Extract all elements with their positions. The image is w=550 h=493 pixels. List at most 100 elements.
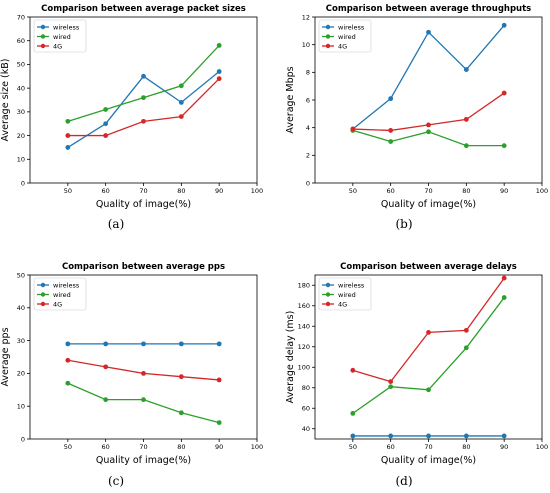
data-point-4G <box>463 327 469 333</box>
data-point-wired <box>216 43 222 48</box>
data-point-4G <box>65 133 71 138</box>
data-point-4G <box>141 371 146 376</box>
y-axis-label: Average size (kB) <box>0 59 11 142</box>
y-tick-label: 160 <box>298 302 310 310</box>
y-tick-label: 6 <box>306 96 310 104</box>
data-point-wireless <box>388 433 394 439</box>
data-point-wired <box>141 95 146 101</box>
data-point-4G <box>463 116 469 122</box>
x-tick-label: 70 <box>139 187 147 195</box>
x-tick-label: 100 <box>536 187 548 195</box>
y-tick-label: 60 <box>17 37 25 45</box>
x-tick-label: 70 <box>139 443 147 451</box>
data-point-wired <box>103 397 109 403</box>
legend-marker-wireless <box>325 282 331 288</box>
y-tick-label: 0 <box>21 435 25 443</box>
data-point-wireless <box>141 73 146 79</box>
legend-label-wireless: wireless <box>53 23 80 31</box>
subfigure-caption: (a) <box>108 217 125 231</box>
data-point-4G <box>103 364 109 370</box>
data-point-4G <box>216 377 222 383</box>
y-tick-label: 20 <box>17 370 25 378</box>
data-point-wired <box>426 387 431 393</box>
y-tick-label: 40 <box>17 84 25 92</box>
legend-box <box>33 277 87 311</box>
data-point-4G <box>426 122 431 128</box>
y-tick-label: 10 <box>17 403 25 411</box>
legend-label-4G: 4G <box>53 42 62 50</box>
y-tick-label: 10 <box>302 41 310 49</box>
x-tick-label: 50 <box>349 443 357 451</box>
data-point-4G <box>65 357 71 363</box>
y-tick-label: 100 <box>298 364 310 372</box>
y-tick-label: 80 <box>302 384 310 392</box>
chart-3: Comparison between average delays 50 60 70 8… <box>285 262 548 488</box>
series-line-wireless <box>352 24 505 130</box>
legend-label-wired: wired <box>53 291 71 299</box>
x-tick-label: 80 <box>177 187 185 195</box>
data-point-wireless <box>65 341 71 347</box>
chart-title: Comparison between average packet sizes <box>41 4 246 14</box>
x-tick-label: 80 <box>177 443 185 451</box>
series-line-wired <box>67 45 220 122</box>
data-point-wired <box>350 410 356 416</box>
chart-title: Comparison between average delays <box>340 262 517 272</box>
legend-label-4G: 4G <box>53 300 62 308</box>
data-point-4G <box>350 126 356 132</box>
legend-marker-wireless <box>325 24 331 30</box>
y-tick-label: 40 <box>17 304 25 312</box>
data-point-4G <box>501 90 507 96</box>
y-tick-label: 50 <box>17 61 25 69</box>
data-point-wired <box>65 118 71 124</box>
chart-2: Comparison between average pps 50 60 70 80 90… <box>0 262 263 488</box>
series-line-4G <box>67 78 220 137</box>
data-point-wireless <box>388 96 394 102</box>
data-point-4G <box>103 133 109 138</box>
y-axis-label: Average Mbps <box>285 66 296 133</box>
y-tick-label: 180 <box>298 282 310 290</box>
data-point-4G <box>178 374 184 380</box>
legend-marker-wireless <box>40 282 46 288</box>
data-point-wireless <box>65 145 71 150</box>
data-point-4G <box>501 275 507 281</box>
x-tick-label: 90 <box>215 443 223 451</box>
subfigure-caption: (b) <box>395 217 412 231</box>
x-tick-label: 100 <box>251 187 263 195</box>
data-point-wired <box>388 139 394 144</box>
subfigure-caption: (d) <box>395 474 412 488</box>
data-point-wireless <box>501 433 507 439</box>
legend-marker-wired <box>325 292 331 297</box>
legend-marker-wired <box>325 34 331 39</box>
chart-title: Comparison between average pps <box>62 262 225 272</box>
data-point-wireless <box>426 433 431 439</box>
chart-title: Comparison between average throughputs <box>326 4 531 14</box>
y-tick-label: 8 <box>306 69 310 77</box>
x-tick-label: 90 <box>500 187 508 195</box>
legend-marker-4G <box>40 301 46 307</box>
legend-marker-4G <box>325 43 331 49</box>
x-tick-label: 50 <box>64 443 72 451</box>
x-tick-label: 60 <box>387 443 395 451</box>
x-tick-label: 90 <box>500 443 508 451</box>
data-point-4G <box>216 76 222 82</box>
x-tick-label: 100 <box>536 443 548 451</box>
x-tick-label: 80 <box>462 443 470 451</box>
data-point-wireless <box>501 22 507 28</box>
legend-label-4G: 4G <box>338 300 347 308</box>
data-point-4G <box>388 128 394 133</box>
y-tick-label: 0 <box>21 179 25 187</box>
data-point-4G <box>350 367 356 373</box>
legend-label-4G: 4G <box>338 42 347 50</box>
legend-label-wired: wired <box>53 33 71 41</box>
data-point-wireless <box>178 99 184 105</box>
y-tick-label: 30 <box>17 108 25 116</box>
legend-label-wireless: wireless <box>338 23 365 31</box>
data-point-wired <box>388 384 394 390</box>
data-point-wired <box>216 420 222 425</box>
x-tick-label: 70 <box>424 443 432 451</box>
